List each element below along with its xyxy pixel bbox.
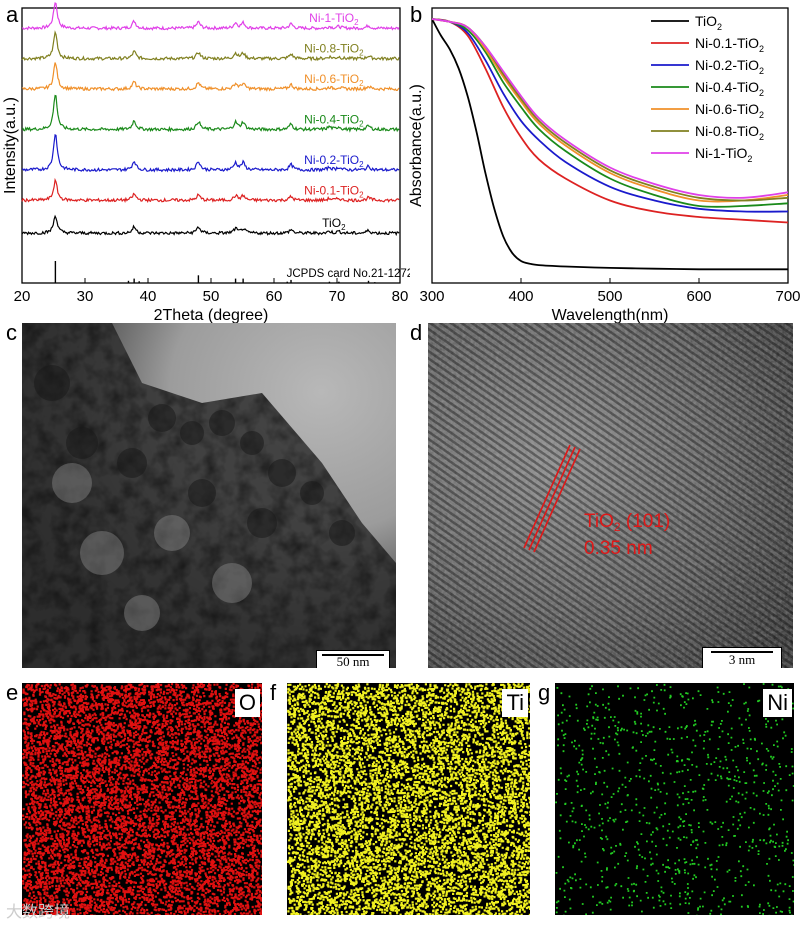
xrd-xtick-label: 50	[203, 288, 220, 305]
xrd-series-line	[21, 177, 400, 204]
hrtem-scale-label: 3 nm	[728, 652, 756, 667]
uvvis-xtick-label: 300	[419, 288, 444, 305]
xrd-chart: 20 30 40 50 60 70 80 2Theta (degree) Intensity(a…	[2, 2, 410, 324]
tem-image: 50 nm	[22, 323, 396, 668]
panel-label-f: f	[270, 680, 277, 705]
uvvis-series-line	[431, 18, 789, 213]
xrd-ylabel: Intensity(a.u.)	[2, 97, 19, 194]
uvvis-legend-label: TiO2	[695, 13, 722, 32]
uvvis-legend-label: Ni-0.1-TiO2	[695, 35, 764, 54]
hrtem-scale-bar: 3 nm	[702, 647, 782, 668]
panel-label-e: e	[6, 680, 19, 705]
xrd-series-label: TiO2	[322, 216, 346, 232]
hrtem-micrograph: TiO2 (101) 0.35 nm	[428, 323, 793, 668]
hrtem-spacing-annotation: 0.35 nm	[584, 538, 653, 559]
eds-map-o-label: O	[234, 689, 260, 717]
xrd-series-line	[21, 62, 400, 92]
eds-map-dots	[555, 683, 794, 915]
hrtem-plane-annotation: TiO2 (101)	[584, 511, 670, 534]
panel-label-g: g	[538, 680, 551, 705]
panel-label-c: c	[6, 320, 17, 345]
xrd-series-label: Ni-0.2-TiO2	[304, 153, 364, 169]
xrd-series-line	[21, 2, 400, 31]
watermark: 大数跨境	[6, 902, 71, 921]
uvvis-legend-label: Ni-0.4-TiO2	[695, 79, 764, 98]
uvvis-chart: 300 400 500 600 700 Wavelength(nm) Absorbance(…	[408, 7, 801, 324]
uvvis-xtick-label: 700	[775, 288, 800, 305]
xrd-xlabel: 2Theta (degree)	[154, 307, 269, 324]
uvvis-legend-label: Ni-0.8-TiO2	[695, 123, 764, 142]
eds-map-ti-image	[287, 683, 530, 915]
xrd-xtick-label: 20	[14, 288, 31, 305]
eds-map-ti: Ti	[287, 683, 530, 915]
eds-map-dots	[22, 683, 262, 915]
uvvis-xlabel: Wavelength(nm)	[552, 307, 669, 324]
xrd-xtick-label: 70	[329, 288, 346, 305]
uvvis-legend-label: Ni-1-TiO2	[695, 145, 752, 164]
eds-map-dots	[287, 683, 530, 915]
hrtem-image: TiO2 (101) 0.35 nm 3 nm	[428, 323, 793, 668]
xrd-series-line	[21, 94, 400, 133]
tem-micrograph	[22, 323, 396, 668]
panel-label-d: d	[410, 320, 423, 345]
uvvis-xtick-label: 400	[508, 288, 533, 305]
eds-map-o-image	[22, 683, 262, 915]
eds-map-ni-label: Ni	[763, 689, 792, 717]
eds-map-ni-image	[555, 683, 794, 915]
xrd-series-line	[21, 214, 400, 237]
eds-map-ni: Ni	[555, 683, 794, 915]
tem-scale-bar: 50 nm	[316, 650, 390, 668]
tem-scale-line	[322, 654, 384, 656]
xrd-reference-label: JCPDS card No.21-1272	[287, 268, 410, 280]
panel-label-a: a	[6, 2, 19, 27]
uvvis-series-line	[431, 18, 788, 271]
xrd-xtick-label: 30	[77, 288, 94, 305]
uvvis-series-line	[431, 18, 789, 199]
uvvis-series-line	[431, 18, 789, 208]
xrd-xtick-label: 40	[140, 288, 157, 305]
xrd-xtick-label: 80	[392, 288, 409, 305]
eds-map-ti-label: Ti	[502, 689, 528, 717]
xrd-series-label: Ni-0.1-TiO2	[304, 183, 364, 199]
uvvis-series-line	[431, 18, 789, 224]
xrd-series-label: Ni-0.8-TiO2	[304, 42, 364, 58]
panel-label-b: b	[410, 2, 423, 27]
xrd-series-label: Ni-0.4-TiO2	[304, 112, 364, 128]
xrd-series-label: Ni-0.6-TiO2	[304, 72, 364, 88]
hrtem-scale-line	[711, 651, 773, 653]
eds-map-o: O	[22, 683, 262, 915]
xrd-series-line	[21, 30, 400, 62]
uvvis-legend-label: Ni-0.6-TiO2	[695, 101, 764, 120]
xrd-xtick-label: 60	[266, 288, 283, 305]
uvvis-xtick-label: 500	[597, 288, 622, 305]
uvvis-ylabel: Absorbance(a.u.)	[408, 84, 425, 207]
lattice-fringe-marker	[523, 444, 581, 553]
xrd-series-line	[21, 133, 400, 173]
uvvis-xtick-label: 600	[686, 288, 711, 305]
tem-scale-label: 50 nm	[336, 654, 370, 668]
uvvis-legend-label: Ni-0.2-TiO2	[695, 57, 764, 76]
xrd-series-label: Ni-1-TiO2	[309, 11, 359, 27]
